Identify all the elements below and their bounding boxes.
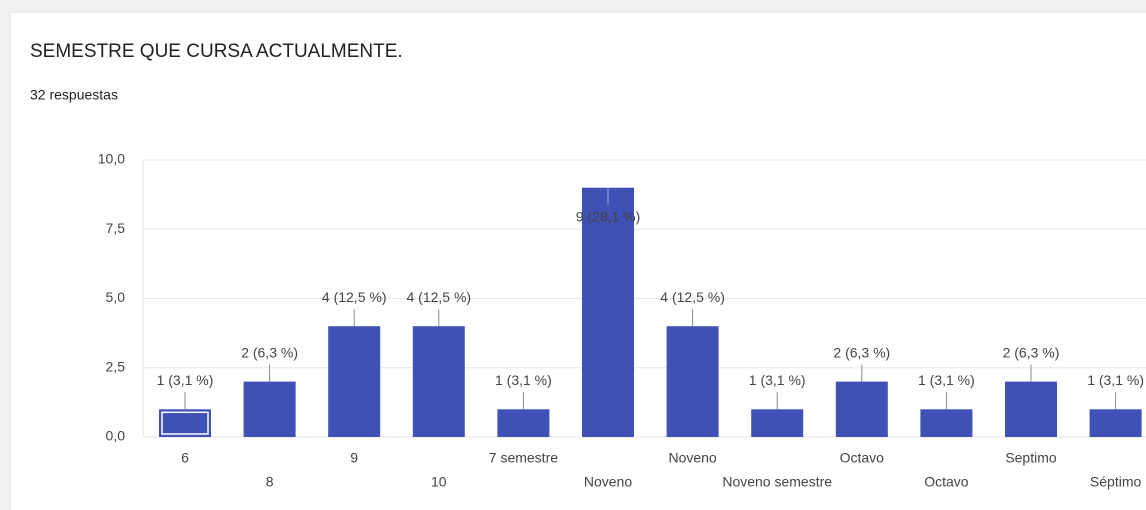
y-tick-label: 2,5 xyxy=(106,358,126,374)
bar xyxy=(159,409,211,437)
x-tick-label: Octavo xyxy=(840,450,885,466)
bar xyxy=(582,187,634,437)
x-tick-label: Noveno xyxy=(668,450,716,466)
x-tick-label: Octavo xyxy=(924,474,969,490)
value-label: 2 (6,3 %) xyxy=(833,344,890,360)
x-tick-label: 10 xyxy=(431,474,447,490)
chart-title: SEMESTRE QUE CURSA ACTUALMENTE. xyxy=(30,41,403,62)
bar xyxy=(412,326,465,437)
y-tick-label: 10,0 xyxy=(98,151,125,167)
bar xyxy=(1005,381,1057,437)
chart-subtitle: 32 respuestas xyxy=(30,87,118,103)
bar xyxy=(328,326,381,437)
x-tick-label: Noveno semestre xyxy=(722,474,832,490)
bar xyxy=(497,409,550,437)
x-tick-label: 8 xyxy=(266,474,274,490)
value-label: 1 (3,1 %) xyxy=(749,372,806,388)
bar xyxy=(835,381,888,437)
value-label: 1 (3,1 %) xyxy=(495,372,552,388)
y-tick-label: 0,0 xyxy=(106,428,126,444)
x-tick-label: 9 xyxy=(350,450,358,466)
value-label: 1 (3,1 %) xyxy=(157,372,214,388)
value-label: 4 (12,5 %) xyxy=(407,289,472,305)
x-tick-label: Septimo xyxy=(1005,450,1057,466)
bar xyxy=(1089,409,1142,437)
bar xyxy=(243,381,296,437)
bar-highlight xyxy=(161,411,209,435)
x-tick-label: 7 semestre xyxy=(489,450,558,466)
y-tick-label: 7,5 xyxy=(106,220,126,236)
x-tick-label: Séptimo xyxy=(1090,474,1142,490)
value-label: 1 (3,1 %) xyxy=(918,372,975,388)
value-label: 1 (3,1 %) xyxy=(1087,372,1144,388)
value-label: 2 (6,3 %) xyxy=(241,344,298,360)
value-label: 4 (12,5 %) xyxy=(660,289,725,305)
value-label: 9 (28,1 %) xyxy=(576,208,641,224)
value-label: 2 (6,3 %) xyxy=(1003,344,1060,360)
bar xyxy=(666,326,719,437)
x-tick-label: Noveno xyxy=(584,474,632,490)
bar xyxy=(920,409,973,437)
y-tick-label: 5,0 xyxy=(106,289,126,305)
x-tick-label: 6 xyxy=(181,450,189,466)
value-label: 4 (12,5 %) xyxy=(322,289,387,305)
bar xyxy=(751,409,804,437)
